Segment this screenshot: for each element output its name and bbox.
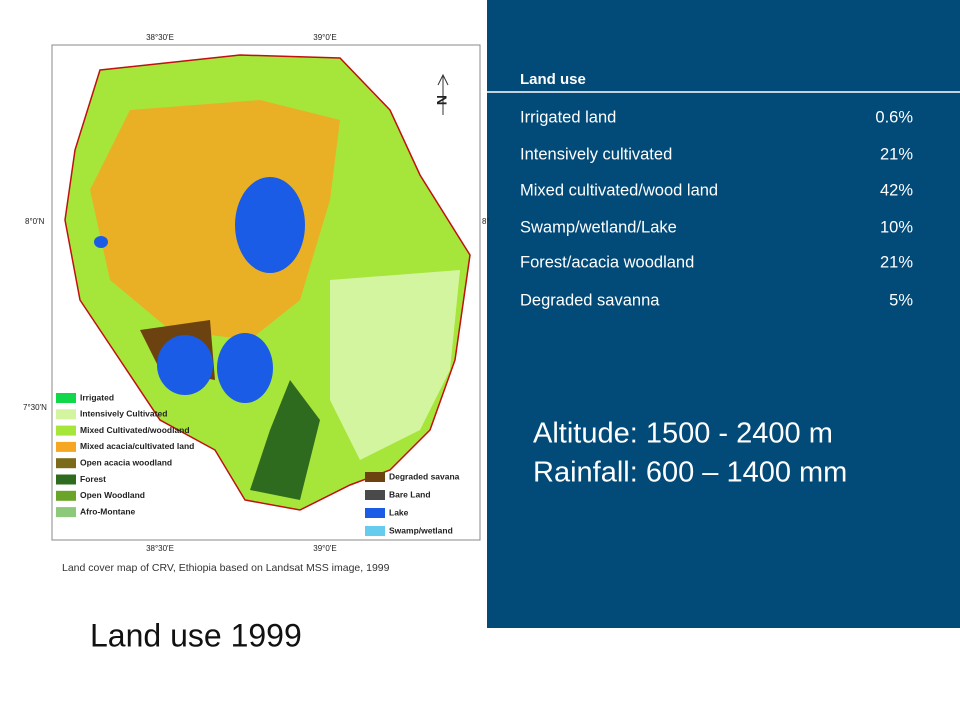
legend-label: Lake <box>389 507 409 517</box>
info-panel <box>487 0 960 628</box>
legend-swatch <box>56 393 76 403</box>
altitude: Altitude: 1500 - 2400 m <box>533 418 833 450</box>
table-cell: 42% <box>880 181 913 199</box>
lake-shala <box>217 333 273 403</box>
table-cell: 21% <box>880 145 913 163</box>
coord-label: 8°0'N <box>25 217 45 226</box>
legend-swatch <box>365 490 385 500</box>
coord-label: 8° <box>482 217 490 226</box>
legend-swatch <box>365 526 385 536</box>
region-forest <box>250 380 320 500</box>
legend-label: Intensively Cultivated <box>80 409 167 419</box>
coord-label: 38°30'E <box>146 33 174 42</box>
coord-label: 7°30'N <box>23 403 47 412</box>
table-cell: 21% <box>880 253 913 271</box>
coord-label: 39°0'E <box>313 33 336 42</box>
legend-swatch <box>56 507 76 518</box>
legend-swatch <box>365 472 385 482</box>
table-cell: Intensively cultivated <box>520 145 672 163</box>
map: N 38°30'E 39°0'E 38°30'E 39°0'E 8°0'N 7°… <box>23 33 490 574</box>
coord-label: 39°0'E <box>313 544 336 553</box>
north-label: N <box>434 95 450 105</box>
legend-swatch <box>365 508 385 518</box>
lake-ziway <box>235 177 305 273</box>
legend-swatch <box>56 490 76 501</box>
legend-swatch <box>56 441 76 452</box>
rainfall: Rainfall: 600 – 1400 mm <box>533 457 847 489</box>
map-caption: Land cover map of CRV, Ethiopia based on… <box>62 562 390 574</box>
table-cell: 5% <box>889 291 913 309</box>
table-header: Land use <box>520 71 586 88</box>
legend-swatch <box>56 474 76 485</box>
legend-label: Irrigated <box>80 392 114 402</box>
table-cell: Forest/acacia woodland <box>520 253 694 271</box>
table-cell: 0.6% <box>875 108 913 126</box>
table-cell: Degraded savanna <box>520 291 660 309</box>
table-cell: Swamp/wetland/Lake <box>520 218 677 236</box>
region-cultivated <box>330 270 460 460</box>
coord-label: 38°30'E <box>146 544 174 553</box>
lake-small <box>94 236 108 248</box>
region-acacia <box>90 100 340 340</box>
legend-label: Mixed acacia/cultivated land <box>80 441 194 451</box>
legend-label: Open acacia woodland <box>80 457 172 467</box>
legend-label: Open Woodland <box>80 490 145 500</box>
legend-swatch <box>56 425 76 436</box>
legend-label: Afro-Montane <box>80 506 136 516</box>
table-cell: Mixed cultivated/wood land <box>520 181 718 199</box>
legend-label: Swamp/wetland <box>389 525 453 535</box>
table-cell: 10% <box>880 218 913 236</box>
legend-label: Forest <box>80 474 106 484</box>
slide-title: Land use 1999 <box>90 617 302 653</box>
legend-swatch <box>56 458 76 469</box>
table-cell: Irrigated land <box>520 108 616 126</box>
legend-label: Degraded savana <box>389 471 460 481</box>
legend-label: Bare Land <box>389 489 431 499</box>
legend-label: Mixed Cultivated/woodland <box>80 425 190 435</box>
lake-abijata <box>157 335 213 395</box>
legend-swatch <box>56 409 76 420</box>
north-arrow <box>437 73 449 115</box>
